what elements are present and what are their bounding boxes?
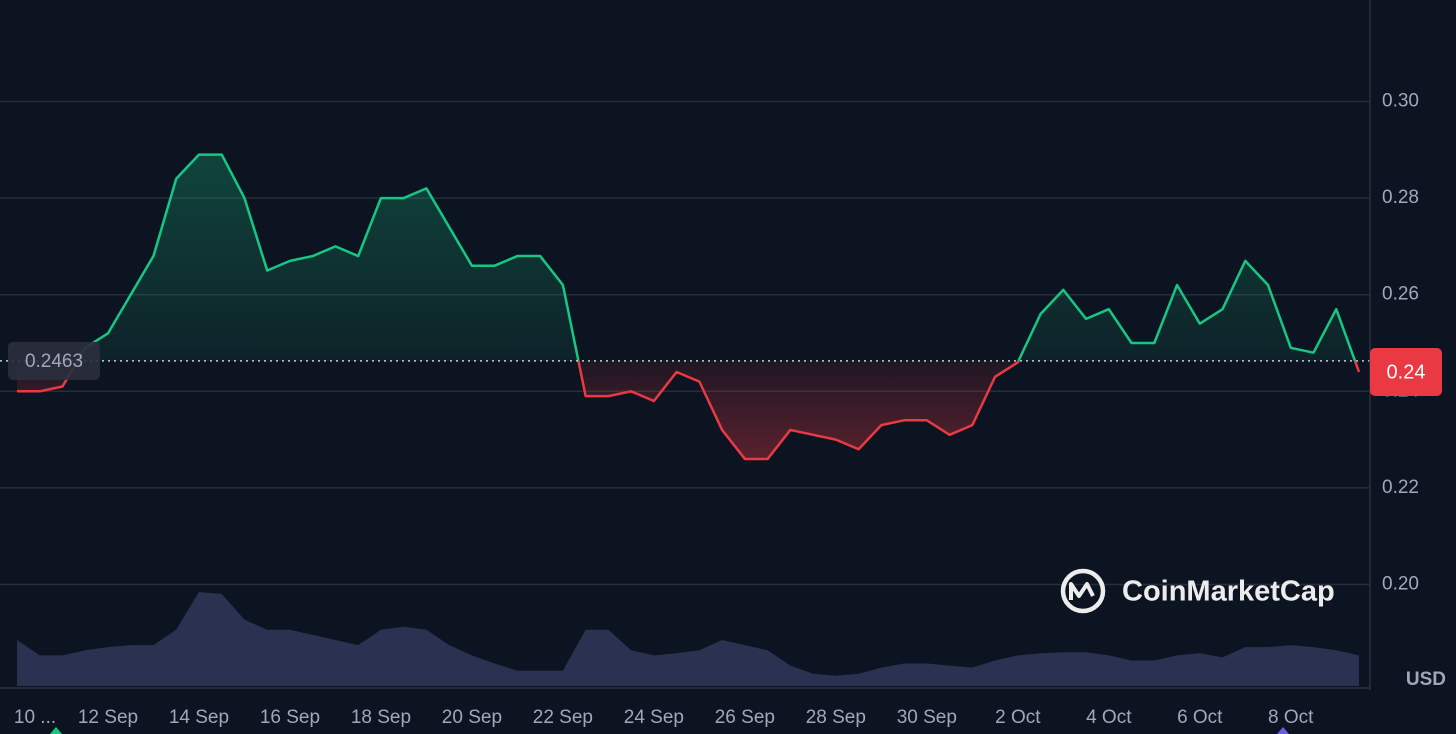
price-line-down <box>17 360 1361 461</box>
baseline-label: 0.2463 <box>25 351 83 372</box>
x-tick-label: 8 Oct <box>1268 707 1314 728</box>
y-tick-label: 0.20 <box>1382 574 1419 595</box>
price-line-up <box>76 153 1357 361</box>
price-badge <box>1370 347 1442 396</box>
logo-mark <box>1069 582 1095 600</box>
x-tick-label: 26 Sep <box>715 707 775 728</box>
currency-label: USD <box>1406 669 1446 690</box>
x-tick-label: 10 ... <box>14 707 56 728</box>
baseline-box <box>8 341 100 380</box>
x-tick-label: 14 Sep <box>169 707 229 728</box>
y-tick-label: 0.22 <box>1382 477 1419 498</box>
x-tick-label: 30 Sep <box>897 707 957 728</box>
x-tick-label: 4 Oct <box>1086 707 1132 728</box>
x-tick-label: 6 Oct <box>1177 707 1223 728</box>
watermark: CoinMarketCap <box>1060 568 1335 614</box>
y-tick-label: 0.26 <box>1382 284 1419 305</box>
x-tick-label: 28 Sep <box>806 707 866 728</box>
x-tick-label: 20 Sep <box>442 707 502 728</box>
y-tick-label: 0.28 <box>1382 187 1419 208</box>
watermark-text: CoinMarketCap <box>1122 576 1335 608</box>
x-tick-label: 16 Sep <box>260 707 320 728</box>
price-badge-label: 0.24 <box>1387 361 1426 383</box>
plot: 0.2463 <box>0 153 1370 686</box>
event-marker <box>50 727 62 734</box>
x-tick-label: 18 Sep <box>351 707 411 728</box>
y-tick-label: 0.30 <box>1382 90 1419 111</box>
x-tick-label: 12 Sep <box>78 707 138 728</box>
x-tick-label: 2 Oct <box>995 707 1041 728</box>
x-tick-label: 22 Sep <box>533 707 593 728</box>
x-tick-label: 24 Sep <box>624 707 684 728</box>
area-up <box>77 154 1355 361</box>
volume-area <box>17 592 1359 686</box>
event-marker <box>1277 727 1289 734</box>
logo <box>1060 568 1106 614</box>
